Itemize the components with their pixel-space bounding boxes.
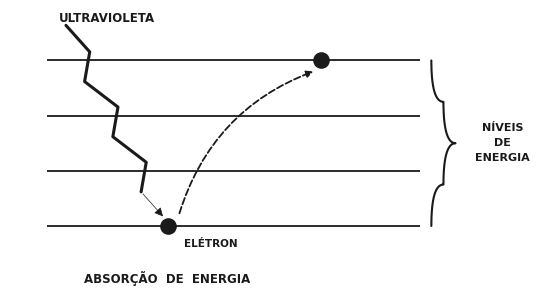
Text: NÍVEIS
DE
ENERGIA: NÍVEIS DE ENERGIA	[476, 124, 530, 163]
Text: ABSORÇÃO  DE  ENERGIA: ABSORÇÃO DE ENERGIA	[84, 271, 251, 286]
Point	[317, 58, 326, 63]
Point	[163, 224, 172, 228]
Text: ULTRAVIOLETA: ULTRAVIOLETA	[59, 12, 155, 25]
Text: ELÉTRON: ELÉTRON	[184, 239, 238, 248]
